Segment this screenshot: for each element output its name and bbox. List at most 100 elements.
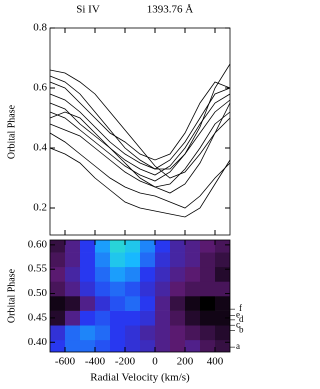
heatmap-cell bbox=[65, 325, 81, 341]
heatmap-cell bbox=[185, 281, 201, 297]
heatmap-cell bbox=[110, 310, 126, 326]
heatmap-cell bbox=[200, 339, 216, 352]
y-tick-label: 0.6 bbox=[33, 82, 47, 94]
profile-line bbox=[49, 63, 231, 170]
x-tick-label: 200 bbox=[177, 356, 194, 368]
heatmap-cell bbox=[215, 252, 230, 268]
heatmap-cell bbox=[95, 266, 111, 282]
heatmap-cell bbox=[155, 240, 171, 253]
heatmap-cell bbox=[65, 266, 81, 282]
heatmap-cell bbox=[200, 296, 216, 311]
heatmap-cell bbox=[170, 310, 186, 326]
heatmap-cell bbox=[125, 252, 141, 268]
y-tick-label: 0.60 bbox=[28, 238, 48, 250]
heatmap-cell bbox=[140, 252, 156, 268]
x-tick-label: -400 bbox=[85, 356, 106, 368]
heatmap-cell bbox=[140, 240, 156, 253]
heatmap-cell bbox=[170, 281, 186, 297]
heatmap-cell bbox=[125, 310, 141, 326]
x-tick-label: -600 bbox=[55, 356, 76, 368]
x-tick-label: 400 bbox=[207, 356, 224, 368]
heatmap-cell bbox=[140, 266, 156, 282]
profile-line bbox=[49, 93, 231, 176]
heatmap-cell bbox=[170, 339, 186, 352]
heatmap-cell bbox=[50, 240, 66, 253]
y-tick-label: 0.50 bbox=[28, 287, 48, 299]
heatmap-cell bbox=[80, 266, 96, 282]
heatmap-cell bbox=[200, 325, 216, 341]
heatmap-cell bbox=[155, 252, 171, 268]
heatmap-cell bbox=[95, 252, 111, 268]
heatmap-cell bbox=[95, 339, 111, 352]
annotation-label: d bbox=[239, 314, 244, 324]
heatmap-cell bbox=[215, 240, 230, 253]
y-tick-label: 0.4 bbox=[33, 142, 47, 154]
heatmap-cell bbox=[110, 325, 126, 341]
heatmap-cell bbox=[80, 310, 96, 326]
heatmap-cell bbox=[80, 296, 96, 311]
heatmap-cell bbox=[110, 296, 126, 311]
y-tick-label: 0.55 bbox=[28, 263, 48, 275]
annotation-label: a bbox=[236, 341, 240, 351]
heatmap-cell bbox=[50, 310, 66, 326]
heatmap-cell bbox=[50, 325, 66, 341]
heatmap-cell bbox=[80, 240, 96, 253]
heatmap-cell bbox=[155, 310, 171, 326]
heatmap-cell bbox=[200, 240, 216, 253]
heatmap-cell bbox=[50, 281, 66, 297]
heatmap-cell bbox=[80, 252, 96, 268]
heatmap-cell bbox=[50, 339, 66, 352]
heatmap-cell bbox=[185, 325, 201, 341]
heatmap-cell bbox=[110, 339, 126, 352]
heatmap-cell bbox=[170, 325, 186, 341]
y-tick-label: 0.8 bbox=[33, 22, 47, 34]
heatmap-cell bbox=[140, 339, 156, 352]
heatmap-cell bbox=[215, 296, 230, 311]
heatmap-cell bbox=[185, 252, 201, 268]
heatmap-cell bbox=[155, 266, 171, 282]
x-tick-label: -200 bbox=[115, 356, 136, 368]
annotation-label: c bbox=[236, 319, 240, 329]
heatmap-cell bbox=[110, 240, 126, 253]
annotation-label: f bbox=[239, 303, 242, 313]
profile-line bbox=[49, 69, 231, 179]
heatmap-cell bbox=[50, 266, 66, 282]
heatmap-cell bbox=[65, 281, 81, 297]
profile-line bbox=[49, 111, 231, 188]
heatmap-cell bbox=[110, 266, 126, 282]
heatmap-cell bbox=[185, 310, 201, 326]
figure: Si IV 1393.76 Å Orbital Phase Orbital Ph… bbox=[6, 4, 244, 384]
heatmap-cell bbox=[95, 325, 111, 341]
heatmap-cell bbox=[200, 266, 216, 282]
heatmap-cell bbox=[140, 281, 156, 297]
heatmap-cell bbox=[65, 252, 81, 268]
heatmap-cell bbox=[215, 339, 230, 352]
profile-line bbox=[49, 87, 231, 170]
heatmap-cell bbox=[110, 252, 126, 268]
profile-line bbox=[49, 81, 231, 161]
heatmap-cell bbox=[155, 296, 171, 311]
heatmap-cell bbox=[65, 339, 81, 352]
heatmap-cell bbox=[170, 252, 186, 268]
heatmap-cell bbox=[50, 252, 66, 268]
x-tick-label: 0 bbox=[152, 356, 158, 368]
chart-title: Si IV bbox=[76, 4, 100, 16]
annotation-label: e bbox=[236, 310, 240, 320]
annotation-label: b bbox=[239, 325, 244, 335]
profile-line bbox=[49, 102, 231, 194]
heatmap-cell bbox=[125, 296, 141, 311]
heatmap-cell bbox=[80, 325, 96, 341]
heatmap-cell bbox=[185, 339, 201, 352]
y-tick-label: 0.45 bbox=[28, 311, 48, 323]
heatmap-cell bbox=[155, 339, 171, 352]
heatmap-cell bbox=[200, 310, 216, 326]
heatmap-cell bbox=[185, 296, 201, 311]
heatmap-cell bbox=[65, 310, 81, 326]
heatmap-cell bbox=[95, 240, 111, 253]
profile-line bbox=[49, 147, 231, 218]
heatmap-cell bbox=[140, 325, 156, 341]
heatmap-cell bbox=[140, 310, 156, 326]
heatmap-cell bbox=[50, 296, 66, 311]
y-tick-label: 0.40 bbox=[28, 336, 48, 348]
heatmap bbox=[50, 240, 230, 352]
